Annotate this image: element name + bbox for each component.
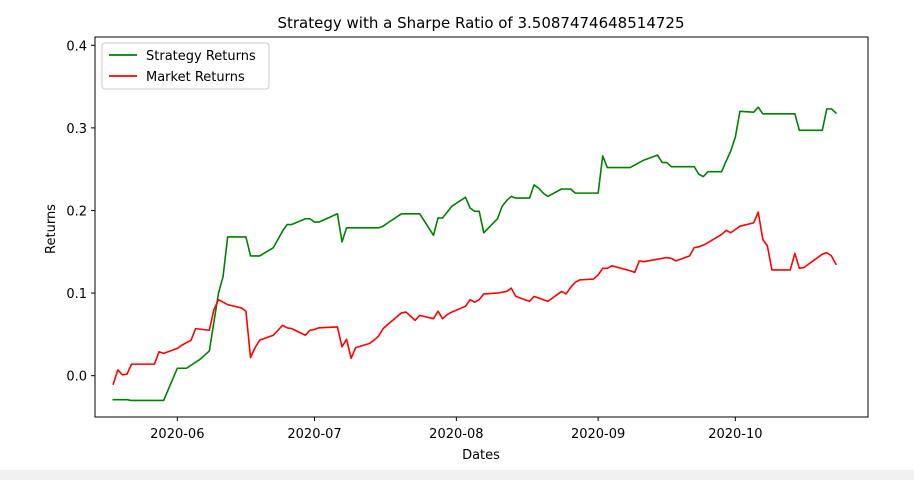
x-tick-label: 2020-07	[287, 427, 341, 442]
y-tick-label: 0.3	[66, 122, 87, 137]
y-tick-label: 0.4	[66, 39, 87, 54]
series-line-1	[112, 106, 838, 402]
legend-label-1: Strategy Returns	[146, 49, 256, 64]
bottom-bar	[0, 470, 914, 480]
line-chart: Strategy with a Sharpe Ratio of 3.508747…	[44, 14, 869, 463]
x-tick-label: 2020-10	[708, 427, 762, 442]
x-tick-label: 2020-06	[150, 427, 204, 442]
y-tick-label: 0.0	[66, 370, 87, 385]
chart-title: Strategy with a Sharpe Ratio of 3.508747…	[277, 14, 684, 32]
legend-box	[101, 42, 270, 90]
legend: Strategy Returns Market Returns	[101, 42, 270, 90]
y-axis-label: Returns	[44, 204, 59, 254]
plot-area: 2020-06 2020-07 2020-08 2020-09 2020-10 0.0 0.…	[66, 36, 869, 442]
y-tick-label: 0.2	[66, 204, 87, 219]
series-line-2	[112, 211, 838, 385]
y-tick-label: 0.1	[66, 287, 87, 302]
plot-frame	[94, 36, 869, 418]
chart-figure: Strategy with a Sharpe Ratio of 3.508747…	[44, 14, 869, 463]
x-tick-label: 2020-08	[429, 427, 483, 442]
legend-label-2: Market Returns	[146, 70, 245, 85]
x-axis-label: Dates	[462, 448, 500, 463]
x-tick-label: 2020-09	[571, 427, 625, 442]
